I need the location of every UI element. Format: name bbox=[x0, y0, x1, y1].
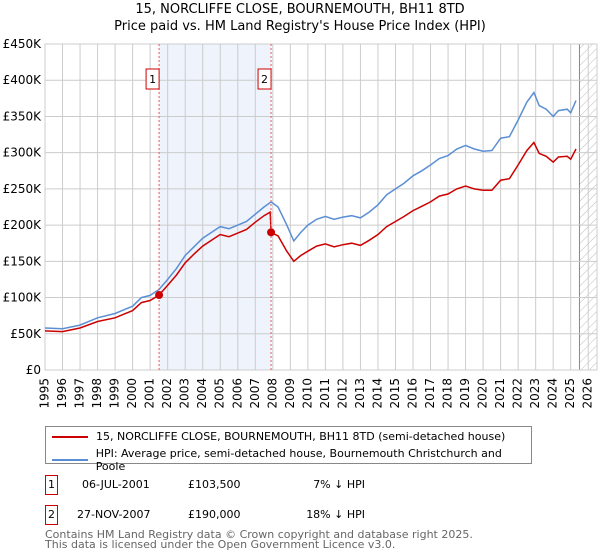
price-paid-line bbox=[44, 141, 577, 333]
chart-title: 15, NORCLIFFE CLOSE, BOURNEMOUTH, BH11 8… bbox=[135, 2, 465, 17]
x-tick-label: 2005 bbox=[213, 378, 227, 409]
x-tick-label: 2014 bbox=[370, 378, 384, 409]
sale-point bbox=[267, 228, 276, 237]
x-tick-label: 2019 bbox=[458, 378, 472, 409]
legend: 15, NORCLIFFE CLOSE, BOURNEMOUTH, BH11 8… bbox=[45, 426, 532, 473]
sale-label: 2 bbox=[261, 73, 268, 86]
x-tick-label: 2021 bbox=[493, 378, 507, 409]
legend-item-property: 15, NORCLIFFE CLOSE, BOURNEMOUTH, BH11 8… bbox=[52, 430, 505, 443]
x-tick-label: 2002 bbox=[160, 378, 174, 409]
x-tick-label: 2026 bbox=[581, 378, 595, 409]
sale-label-box bbox=[257, 68, 272, 90]
legend-label: HPI: Average price, semi-detached house,… bbox=[95, 447, 502, 473]
sale-date: 27-NOV-2007 bbox=[77, 508, 151, 521]
x-tick-label: 2013 bbox=[353, 378, 367, 409]
x-tick-label: 1999 bbox=[108, 378, 122, 409]
sale-badge: 2 bbox=[45, 505, 58, 525]
x-tick-label: 2010 bbox=[300, 378, 314, 409]
x-tick-label: 2007 bbox=[248, 378, 262, 409]
y-tick-label: £250K bbox=[3, 182, 43, 196]
footer-line-2: This data is licensed under the Open Gov… bbox=[45, 538, 396, 551]
x-tick-label: 2011 bbox=[318, 378, 332, 409]
x-tick-label: 2024 bbox=[546, 378, 560, 409]
sale-hpi-diff: 18% ↓ HPI bbox=[306, 508, 365, 521]
x-tick-label: 2017 bbox=[423, 378, 437, 409]
y-tick-label: £100K bbox=[3, 291, 43, 305]
x-tick-label: 1995 bbox=[38, 378, 52, 409]
sale-row-1: 1 06-JUL-2001 £103,500 7% ↓ HPI bbox=[45, 475, 445, 495]
x-tick-label: 2023 bbox=[528, 378, 542, 409]
shaded-period bbox=[159, 44, 272, 370]
x-tick-label: 2001 bbox=[143, 378, 157, 409]
x-tick-label: 2020 bbox=[476, 378, 490, 409]
chart-subtitle: Price paid vs. HM Land Registry's House … bbox=[114, 19, 486, 34]
x-tick-label: 2003 bbox=[178, 378, 192, 409]
sale-label: 1 bbox=[149, 73, 156, 86]
hpi-line bbox=[44, 90, 577, 330]
sale-date: 06-JUL-2001 bbox=[82, 478, 150, 491]
x-tick-label: 2008 bbox=[265, 378, 279, 409]
x-tick-label: 2009 bbox=[283, 378, 297, 409]
legend-item-hpi: HPI: Average price, semi-detached house,… bbox=[52, 447, 531, 473]
x-tick-label: 1997 bbox=[73, 378, 87, 409]
y-tick-label: £400K bbox=[3, 73, 43, 87]
x-tick-label: 2012 bbox=[335, 378, 349, 409]
footer: Contains HM Land Registry data © Crown c… bbox=[45, 528, 473, 551]
sale-label-box bbox=[145, 68, 160, 90]
x-tick-label: 2018 bbox=[441, 378, 455, 409]
sale-price: £190,000 bbox=[188, 508, 241, 521]
x-tick-label: 2016 bbox=[406, 378, 420, 409]
x-tick-label: 2022 bbox=[511, 378, 525, 409]
sale-point bbox=[155, 291, 164, 300]
y-tick-label: £450K bbox=[3, 37, 43, 51]
legend-label: 15, NORCLIFFE CLOSE, BOURNEMOUTH, BH11 8… bbox=[96, 430, 506, 443]
y-tick-label: £0 bbox=[26, 363, 41, 377]
footer-line-1: Contains HM Land Registry data © Crown c… bbox=[45, 528, 473, 541]
y-tick-label: £300K bbox=[3, 146, 43, 160]
sale-row-2: 2 27-NOV-2007 £190,000 18% ↓ HPI bbox=[45, 505, 445, 525]
legend-swatch-red bbox=[52, 435, 88, 438]
x-tick-label: 2000 bbox=[125, 378, 139, 409]
x-tick-label: 2006 bbox=[230, 378, 244, 409]
y-tick-label: £50K bbox=[10, 327, 42, 341]
x-tick-label: 2025 bbox=[563, 378, 577, 409]
y-tick-label: £150K bbox=[3, 254, 43, 268]
legend-swatch-blue bbox=[52, 459, 88, 461]
sale-hpi-diff: 7% ↓ HPI bbox=[313, 478, 365, 491]
y-tick-label: £200K bbox=[3, 218, 43, 232]
x-tick-label: 1998 bbox=[90, 378, 104, 409]
x-tick-label: 2004 bbox=[195, 378, 209, 409]
sale-price: £103,500 bbox=[188, 478, 241, 491]
x-tick-label: 1996 bbox=[55, 378, 69, 409]
x-tick-label: 2015 bbox=[388, 378, 402, 409]
sale-badge: 1 bbox=[45, 475, 58, 495]
plot-border bbox=[44, 43, 598, 371]
y-tick-label: £350K bbox=[3, 109, 43, 123]
